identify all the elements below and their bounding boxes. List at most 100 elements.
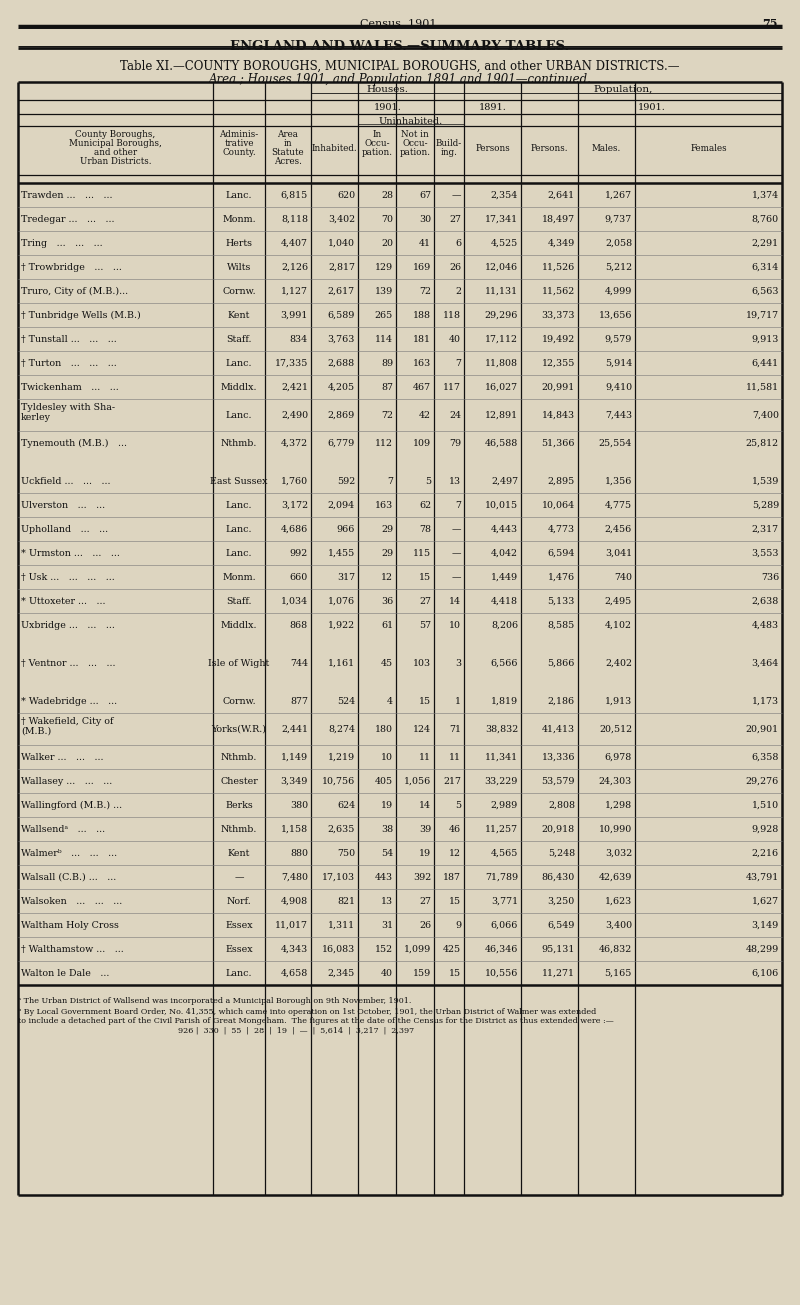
Text: and other: and other [94, 147, 137, 157]
Text: Kent: Kent [228, 311, 250, 320]
Text: 5: 5 [455, 801, 461, 810]
Text: 8,274: 8,274 [328, 726, 355, 733]
Text: Kent: Kent [228, 850, 250, 857]
Text: 87: 87 [381, 382, 393, 391]
Text: Lanc.: Lanc. [226, 525, 252, 534]
Text: 1,076: 1,076 [328, 596, 355, 606]
Text: † Walthamstow ... ...: † Walthamstow ... ... [21, 945, 124, 954]
Text: 624: 624 [337, 801, 355, 810]
Text: 6,589: 6,589 [328, 311, 355, 320]
Text: 1901.: 1901. [374, 103, 402, 112]
Text: 10,556: 10,556 [485, 970, 518, 977]
Text: 4,686: 4,686 [281, 525, 308, 534]
Text: Essex: Essex [225, 921, 253, 930]
Text: 7: 7 [455, 501, 461, 510]
Text: Nthmb.: Nthmb. [221, 438, 257, 448]
Text: Norf.: Norf. [226, 897, 251, 906]
Text: 45: 45 [381, 659, 393, 668]
Text: 2,490: 2,490 [281, 411, 308, 420]
Text: 2,495: 2,495 [605, 596, 632, 606]
Text: 5,133: 5,133 [548, 596, 575, 606]
Text: 46,832: 46,832 [598, 945, 632, 954]
Text: 11,271: 11,271 [542, 970, 575, 977]
Text: 2,817: 2,817 [328, 264, 355, 271]
Text: 12: 12 [381, 573, 393, 582]
Text: † Turton ... ... ...: † Turton ... ... ... [21, 359, 117, 368]
Text: 868: 868 [290, 621, 308, 630]
Text: Build-: Build- [436, 140, 462, 147]
Text: 6,563: 6,563 [751, 287, 779, 296]
Text: 112: 112 [375, 438, 393, 448]
Text: 1,623: 1,623 [605, 897, 632, 906]
Text: 1,034: 1,034 [281, 596, 308, 606]
Text: 7: 7 [387, 478, 393, 485]
Text: 1,455: 1,455 [328, 549, 355, 559]
Text: 71: 71 [449, 726, 461, 733]
Text: 11,257: 11,257 [485, 825, 518, 834]
Text: 926 |  330  |  55  |  28  |  19  |  —  |  5,614  |  3,217  |  2,397: 926 | 330 | 55 | 28 | 19 | — | 5,614 | 3… [138, 1026, 414, 1034]
Text: —: — [451, 549, 461, 559]
Text: 1,099: 1,099 [404, 945, 431, 954]
Text: 6: 6 [455, 239, 461, 248]
Text: 524: 524 [337, 697, 355, 706]
Text: 1,149: 1,149 [281, 753, 308, 762]
Text: Wallingford (M.B.) ...: Wallingford (M.B.) ... [21, 801, 122, 810]
Text: 4,565: 4,565 [490, 850, 518, 857]
Text: Walmerᵇ ... ... ...: Walmerᵇ ... ... ... [21, 850, 117, 857]
Text: 12,891: 12,891 [485, 411, 518, 420]
Text: 5: 5 [425, 478, 431, 485]
Text: Uckfield ... ... ...: Uckfield ... ... ... [21, 478, 110, 485]
Text: 2,808: 2,808 [548, 801, 575, 810]
Text: 1,161: 1,161 [328, 659, 355, 668]
Text: 42: 42 [419, 411, 431, 420]
Text: 5,212: 5,212 [605, 264, 632, 271]
Text: in: in [284, 140, 292, 147]
Text: 7,400: 7,400 [752, 411, 779, 420]
Text: 14: 14 [419, 801, 431, 810]
Text: 10: 10 [449, 621, 461, 630]
Text: 5,866: 5,866 [548, 659, 575, 668]
Text: pation.: pation. [399, 147, 430, 157]
Text: 1,040: 1,040 [328, 239, 355, 248]
Text: 26: 26 [419, 921, 431, 930]
Text: 57: 57 [419, 621, 431, 630]
Text: trative: trative [224, 140, 254, 147]
Text: 118: 118 [443, 311, 461, 320]
Text: 20,901: 20,901 [746, 726, 779, 733]
Text: 3,402: 3,402 [328, 215, 355, 224]
Text: kerley: kerley [21, 412, 51, 422]
Text: 72: 72 [419, 287, 431, 296]
Text: Adminis-: Adminis- [219, 130, 258, 140]
Text: 4,205: 4,205 [328, 382, 355, 391]
Text: Walton le Dale ...: Walton le Dale ... [21, 970, 110, 977]
Text: 6,978: 6,978 [605, 753, 632, 762]
Text: 13: 13 [381, 897, 393, 906]
Text: Essex: Essex [225, 945, 253, 954]
Text: 159: 159 [413, 970, 431, 977]
Text: 8,206: 8,206 [491, 621, 518, 630]
Text: 17,103: 17,103 [322, 873, 355, 882]
Text: 6,441: 6,441 [752, 359, 779, 368]
Text: Isle of Wight: Isle of Wight [208, 659, 270, 668]
Text: * Uttoxeter ... ...: * Uttoxeter ... ... [21, 596, 106, 606]
Text: 4,908: 4,908 [281, 897, 308, 906]
Text: 33,229: 33,229 [485, 776, 518, 786]
Text: 15: 15 [419, 697, 431, 706]
Text: Area ; Houses 1901, and Population 1891 and 1901—continued.: Area ; Houses 1901, and Population 1891 … [209, 73, 591, 86]
Text: Staff.: Staff. [226, 596, 252, 606]
Text: 15: 15 [419, 573, 431, 582]
Text: 4,483: 4,483 [752, 621, 779, 630]
Text: Occu-: Occu- [402, 140, 428, 147]
Text: Herts: Herts [226, 239, 253, 248]
Text: Nthmb.: Nthmb. [221, 825, 257, 834]
Text: 3,041: 3,041 [605, 549, 632, 559]
Text: 16,083: 16,083 [322, 945, 355, 954]
Text: 3,400: 3,400 [605, 921, 632, 930]
Text: 6,815: 6,815 [281, 191, 308, 200]
Text: 89: 89 [381, 359, 393, 368]
Text: 2,456: 2,456 [605, 525, 632, 534]
Text: 163: 163 [374, 501, 393, 510]
Text: Lanc.: Lanc. [226, 970, 252, 977]
Text: 2,216: 2,216 [752, 850, 779, 857]
Text: 27: 27 [449, 215, 461, 224]
